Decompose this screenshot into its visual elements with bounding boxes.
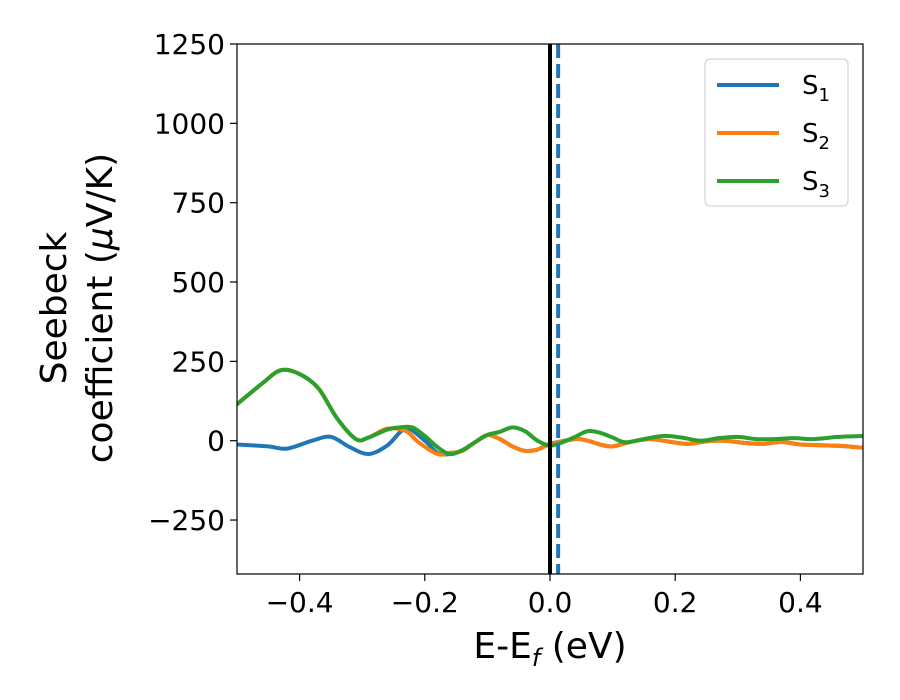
y-tick-label: 0 <box>207 425 225 458</box>
x-tick-label: 0.0 <box>528 586 573 619</box>
legend: S1 S2 S3 <box>704 58 849 207</box>
x-axis-label: E-Ef (eV) <box>473 626 626 672</box>
y-tick-label: 250 <box>172 345 225 378</box>
y-tick-label: 1000 <box>154 107 225 140</box>
y-tick-label: 1250 <box>154 28 225 61</box>
y-tick-label: 750 <box>172 187 225 220</box>
legend-label-s1: S1 <box>802 71 830 106</box>
y-axis-label: Seebeck coefficient (μV/K) <box>34 153 121 463</box>
x-tick-label: −0.4 <box>266 586 334 619</box>
y-tick-label: −250 <box>148 504 225 537</box>
y-tick-label: 500 <box>172 266 225 299</box>
y-axis-label-line1: Seebeck <box>34 231 75 384</box>
x-tick-label: −0.2 <box>391 586 459 619</box>
legend-label-s2: S2 <box>802 119 830 154</box>
x-tick-label: 0.4 <box>778 586 823 619</box>
series-group <box>237 367 863 457</box>
y-axis-label-line2: coefficient (μV/K) <box>80 153 121 463</box>
series-line-s3 <box>237 367 863 457</box>
legend-label-s3: S3 <box>802 167 830 202</box>
plot-area: −0.4 −0.2 0.0 0.2 0.4 −250 0 250 500 750 1000 1250 S… <box>148 28 864 619</box>
x-tick-label: 0.2 <box>653 586 698 619</box>
